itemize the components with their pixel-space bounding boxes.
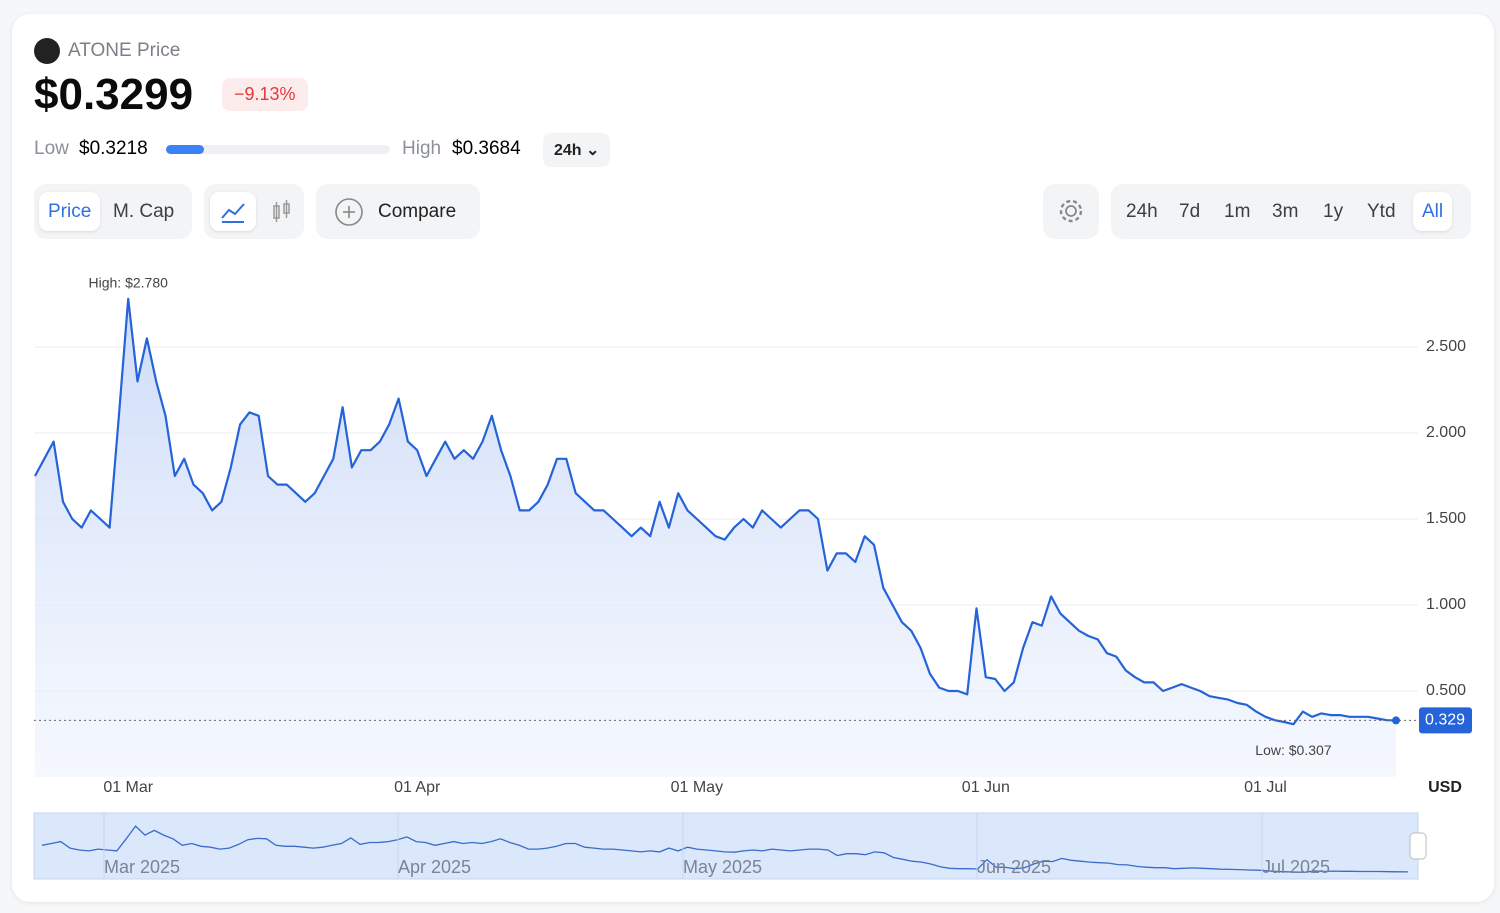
line-icon xyxy=(221,203,245,223)
navigator-line xyxy=(41,825,1409,873)
period-tab[interactable]: 24h xyxy=(1126,201,1158,222)
x-tick-label: 01 Jun xyxy=(962,779,1010,796)
chart-style-tabs xyxy=(204,184,304,239)
y-tick-label: 1.500 xyxy=(1426,510,1466,527)
price-tab[interactable]: Price xyxy=(39,192,101,231)
low-label: Low xyxy=(34,138,69,159)
gear-icon xyxy=(1059,199,1083,223)
range-dropdown[interactable]: 24h ⌄ xyxy=(543,133,611,167)
token-icon xyxy=(34,38,60,64)
navigator-label: Jun 2025 xyxy=(977,857,1051,877)
period-tab[interactable]: 3m xyxy=(1272,201,1299,222)
price-line xyxy=(34,297,1397,726)
candle-style-button[interactable] xyxy=(260,192,304,231)
last-price-label: 0.329 xyxy=(1425,712,1465,729)
low-value: $0.3218 xyxy=(79,138,148,159)
navigator-label: May 2025 xyxy=(683,857,762,877)
compare-label[interactable]: Compare xyxy=(378,201,457,222)
last-price-badge xyxy=(1419,707,1472,734)
period-tab[interactable]: Ytd xyxy=(1367,201,1396,222)
high-label: High xyxy=(402,138,442,159)
token-title: ATONE Price xyxy=(68,40,181,61)
period-tab[interactable]: 1y xyxy=(1323,201,1344,222)
period-tab[interactable]: All xyxy=(1413,192,1453,231)
x-tick-label: 01 Mar xyxy=(103,779,153,796)
price-area xyxy=(35,298,1396,777)
x-tick-label: 01 May xyxy=(671,779,723,796)
y-tick-label: 0.500 xyxy=(1426,682,1466,699)
y-tick-label: 2.500 xyxy=(1426,338,1466,355)
settings-button[interactable] xyxy=(1043,184,1099,239)
x-tick-label: 01 Apr xyxy=(394,779,441,796)
low-annotation: Low: $0.307 xyxy=(1255,742,1331,758)
line-style-button[interactable] xyxy=(210,192,256,231)
period-tabs: 24h 7d 1m 3m 1y Ytd All xyxy=(1111,184,1471,239)
y-tick-label: 1.000 xyxy=(1426,596,1466,613)
candle-icon xyxy=(273,200,290,222)
price-change: −9.13% xyxy=(222,78,308,111)
high-annotation: High: $2.780 xyxy=(89,275,169,291)
y-tick-label: 2.000 xyxy=(1426,424,1466,441)
current-price: $0.3299 xyxy=(34,70,194,119)
x-tick-label: 01 Jul xyxy=(1244,779,1287,796)
navigator-label: Mar 2025 xyxy=(104,857,180,877)
navigator-handle[interactable] xyxy=(1409,832,1427,860)
range-dropdown-label[interactable]: 24h xyxy=(554,142,582,159)
period-tab[interactable]: 7d xyxy=(1179,201,1201,222)
navigator-label: Jul 2025 xyxy=(1262,857,1330,877)
high-value: $0.3684 xyxy=(452,138,521,159)
plus-icon xyxy=(335,198,363,226)
currency-label: USD xyxy=(1428,779,1462,796)
period-tab[interactable]: 1m xyxy=(1224,201,1251,222)
mcap-tab[interactable]: M. Cap xyxy=(113,201,175,222)
navigator-label: Apr 2025 xyxy=(398,857,471,877)
metric-tabs: Price M. Cap xyxy=(34,184,192,239)
last-price-dot xyxy=(1392,716,1400,725)
range-bar xyxy=(166,145,390,154)
compare-button[interactable]: Compare xyxy=(316,184,480,239)
